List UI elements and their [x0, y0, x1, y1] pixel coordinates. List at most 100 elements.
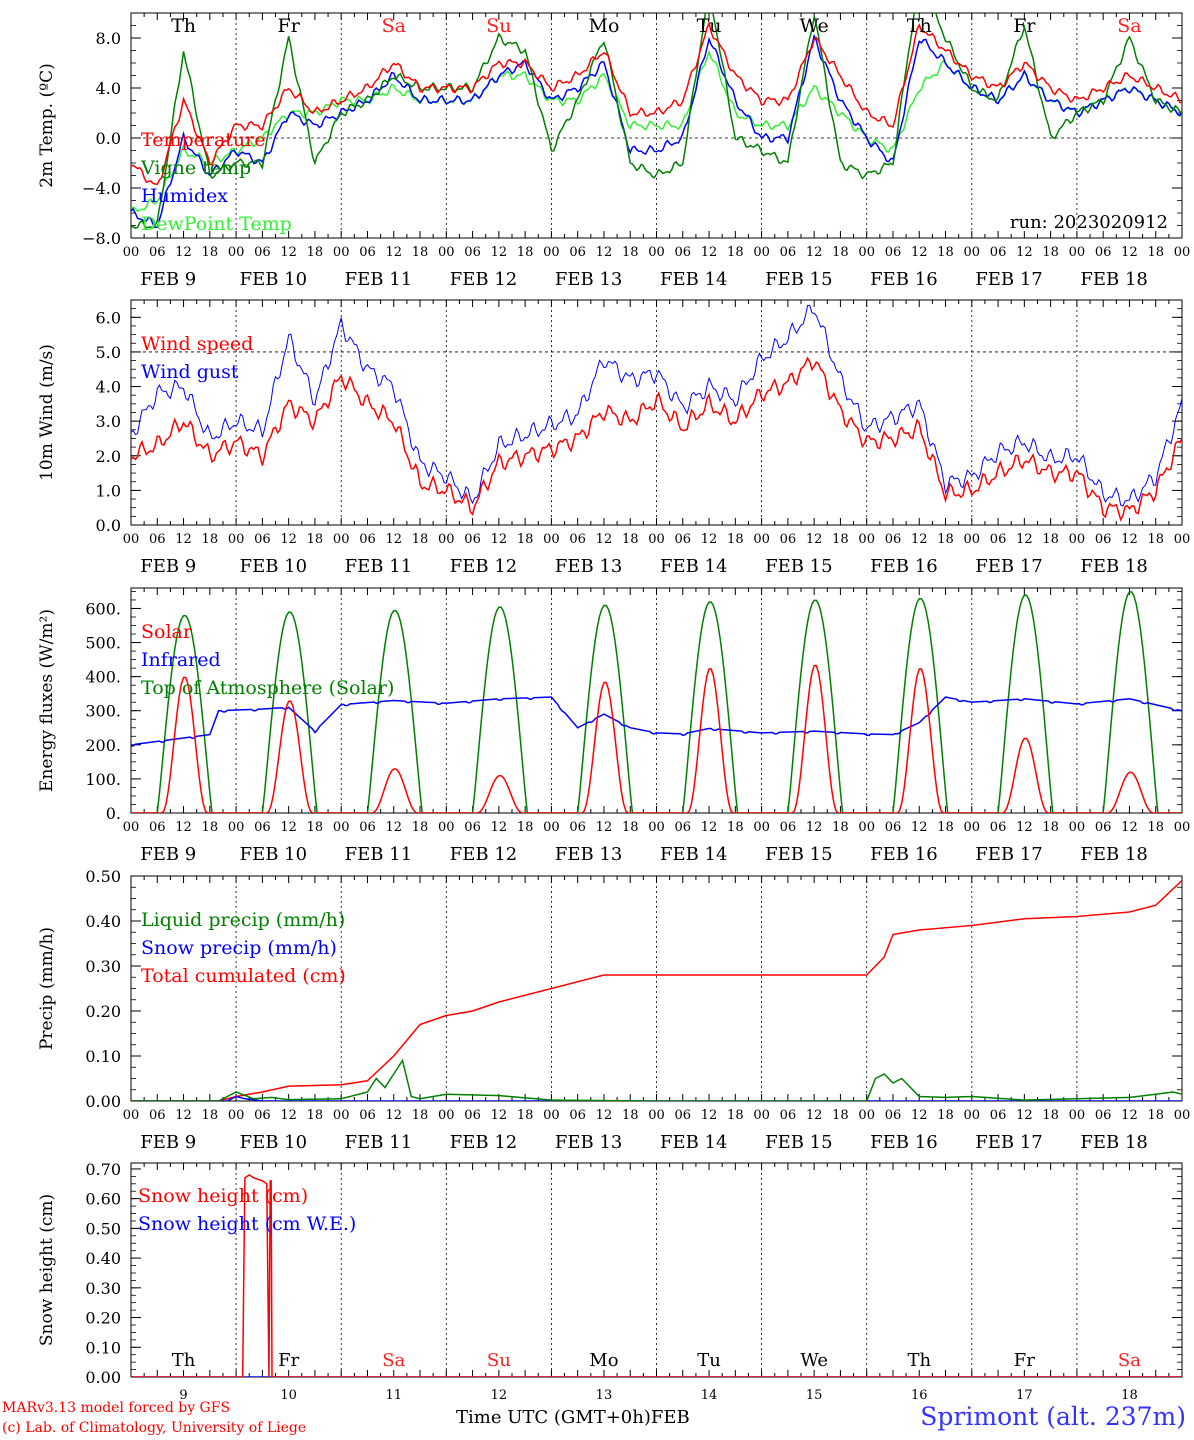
panel-3: 600. 500. 400. 300. 200. 100. 0. Energy fluxes …: [37, 587, 1191, 865]
hour-tick-label: 18: [1042, 532, 1059, 547]
hour-tick-label: 12: [385, 245, 402, 260]
credits: MARv3.13 model forced by GFS (c) Lab. of…: [2, 1398, 306, 1438]
hour-tick-label: 06: [254, 245, 271, 260]
hour-tick-label: 12: [911, 245, 928, 260]
hour-tick-label: 00: [1174, 820, 1191, 835]
hour-tick-label: 18: [622, 245, 639, 260]
hour-tick-label: 00: [753, 1108, 770, 1123]
hour-tick-label: 06: [885, 532, 902, 547]
hour-tick-label: 18: [1042, 820, 1059, 835]
hour-tick-label: 06: [780, 1108, 797, 1123]
hour-tick-label: 06: [464, 532, 481, 547]
hour-tick-label: 00: [648, 245, 665, 260]
y-tick-label: 0.30: [85, 1279, 121, 1298]
day-name-top: Su: [486, 15, 511, 37]
hour-tick-label: 18: [517, 532, 534, 547]
day-name-bottom: Fr: [1014, 1350, 1035, 1371]
hour-tick-label: 12: [596, 245, 613, 260]
hour-tick-label: 06: [675, 532, 692, 547]
day-name-bottom: Th: [907, 1350, 931, 1371]
hour-tick-label: 00: [228, 820, 245, 835]
date-label: FEB 12: [450, 269, 517, 290]
y-tick-label: 4.0: [96, 378, 121, 397]
hour-tick-label: 12: [385, 1108, 402, 1123]
hour-tick-label: 12: [596, 820, 613, 835]
day-number-label: 13: [596, 1388, 613, 1403]
hour-tick-label: 06: [885, 1108, 902, 1123]
hour-tick-label: 18: [1147, 532, 1164, 547]
hour-tick-label: 06: [359, 245, 376, 260]
hour-tick-label: 12: [175, 820, 192, 835]
hour-tick-label: 18: [307, 820, 324, 835]
hour-tick-label: 18: [1147, 245, 1164, 260]
hour-tick-label: 00: [1069, 1108, 1086, 1123]
y-tick-label: 4.0: [96, 79, 121, 98]
hour-tick-label: 12: [911, 820, 928, 835]
hour-tick-label: 06: [990, 1108, 1007, 1123]
hour-tick-label: 00: [858, 245, 875, 260]
hour-tick-label: 18: [202, 1108, 219, 1123]
y-axis-label: Energy fluxes (W/m²): [37, 609, 57, 792]
hour-tick-label: 00: [1174, 1108, 1191, 1123]
hour-tick-label: 00: [753, 245, 770, 260]
date-label: FEB 13: [555, 269, 622, 290]
hour-tick-label: 06: [254, 532, 271, 547]
hour-tick-label: 18: [412, 1108, 429, 1123]
hour-tick-label: 00: [228, 532, 245, 547]
hour-tick-label: 00: [1174, 532, 1191, 547]
hour-tick-label: 12: [596, 532, 613, 547]
legend-entry: DewPoint Temp: [141, 213, 292, 235]
series-group: [131, 879, 1182, 1101]
hour-tick-label: 00: [438, 820, 455, 835]
y-tick-label: 0.70: [85, 1160, 121, 1179]
y-tick-label: −4.0: [82, 179, 121, 198]
hour-tick-label: 00: [438, 245, 455, 260]
hour-tick-label: 00: [438, 532, 455, 547]
date-label: FEB 9: [140, 1132, 196, 1153]
run-label: run: 2023020912: [1010, 212, 1168, 233]
y-tick-label: 0.60: [85, 1190, 121, 1209]
y-tick-label: 0.0: [96, 516, 121, 535]
series-line-top-of-atmosphere-solar: [131, 591, 1182, 813]
hour-tick-label: 00: [123, 532, 140, 547]
hour-tick-label: 12: [701, 245, 718, 260]
hour-tick-label: 00: [648, 1108, 665, 1123]
y-tick-label: 2.0: [96, 447, 121, 466]
hour-tick-label: 18: [727, 820, 744, 835]
y-tick-label: 0.: [106, 804, 121, 823]
hour-tick-label: 06: [675, 245, 692, 260]
day-name-bottom: Mo: [589, 1350, 618, 1371]
hour-tick-label: 06: [780, 532, 797, 547]
hour-tick-label: 18: [937, 1108, 954, 1123]
hour-tick-label: 12: [280, 532, 297, 547]
hour-tick-label: 00: [964, 245, 981, 260]
hour-tick-label: 18: [202, 245, 219, 260]
date-label: FEB 14: [660, 844, 727, 865]
day-number-label: 15: [806, 1388, 823, 1403]
hour-tick-label: 00: [543, 245, 560, 260]
hour-tick-label: 06: [254, 1108, 271, 1123]
hour-tick-label: 18: [937, 532, 954, 547]
y-axis-label: 10m Wind (m/s): [37, 344, 57, 481]
legend-entry: Wind gust: [141, 361, 239, 383]
credit-line-lab: (c) Lab. of Climatology, University of L…: [2, 1420, 307, 1436]
date-label: FEB 11: [345, 844, 412, 865]
hour-tick-label: 12: [491, 820, 508, 835]
date-label: FEB 9: [140, 269, 196, 290]
hour-tick-label: 18: [202, 532, 219, 547]
day-name-top: Fr: [1013, 15, 1036, 37]
y-tick-label: 0.00: [85, 1092, 121, 1111]
date-label: FEB 15: [765, 1132, 832, 1153]
hour-tick-label: 06: [1095, 532, 1112, 547]
series-line-wind-speed: [131, 356, 1182, 522]
hour-tick-label: 12: [1121, 820, 1138, 835]
legend-entry: Snow precip (mm/h): [141, 937, 337, 959]
hour-tick-label: 00: [858, 820, 875, 835]
hour-tick-label: 00: [543, 820, 560, 835]
legend-entry: Solar: [141, 621, 193, 643]
y-tick-label: 0.10: [85, 1338, 121, 1357]
hour-tick-label: 18: [832, 245, 849, 260]
legend-entry: Liquid precip (mm/h): [141, 909, 345, 931]
hour-tick-label: 00: [123, 820, 140, 835]
